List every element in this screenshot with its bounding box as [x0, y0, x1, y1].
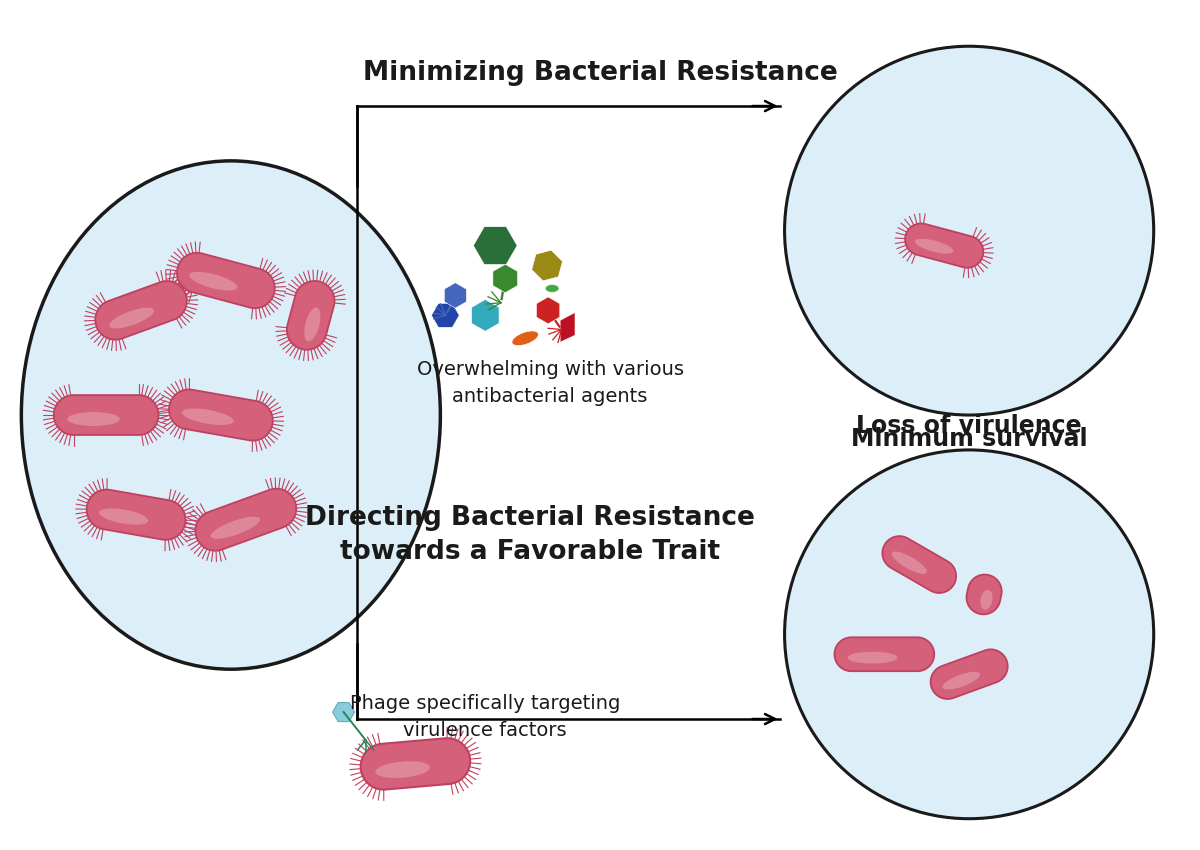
Polygon shape — [834, 638, 935, 672]
Ellipse shape — [67, 412, 120, 426]
Ellipse shape — [98, 508, 148, 524]
Polygon shape — [54, 395, 158, 435]
Polygon shape — [905, 224, 983, 268]
Polygon shape — [287, 281, 335, 349]
Ellipse shape — [942, 672, 980, 689]
Ellipse shape — [376, 762, 430, 778]
Polygon shape — [536, 297, 559, 324]
Ellipse shape — [545, 285, 559, 292]
Ellipse shape — [211, 517, 260, 539]
Text: Minimizing Bacterial Resistance: Minimizing Bacterial Resistance — [362, 60, 838, 86]
Polygon shape — [444, 283, 467, 309]
Ellipse shape — [109, 308, 154, 328]
Text: Phage specifically targeting
virulence factors: Phage specifically targeting virulence f… — [350, 694, 620, 740]
Polygon shape — [472, 299, 499, 332]
Polygon shape — [532, 250, 563, 281]
Polygon shape — [169, 389, 272, 440]
Ellipse shape — [512, 331, 539, 346]
Circle shape — [785, 450, 1153, 819]
Text: Directing Bacterial Resistance
towards a Favorable Trait: Directing Bacterial Resistance towards a… — [305, 505, 755, 564]
Ellipse shape — [305, 308, 320, 342]
Ellipse shape — [182, 409, 234, 425]
Polygon shape — [560, 312, 575, 343]
Ellipse shape — [914, 239, 954, 253]
Polygon shape — [86, 490, 186, 540]
Text: Loss of virulence: Loss of virulence — [857, 414, 1082, 438]
Text: Overwhelming with various
antibacterial agents: Overwhelming with various antibacterial … — [416, 360, 684, 405]
Polygon shape — [473, 227, 517, 264]
Ellipse shape — [22, 161, 440, 669]
Ellipse shape — [980, 590, 992, 609]
Circle shape — [785, 46, 1153, 415]
Ellipse shape — [892, 552, 926, 574]
Polygon shape — [332, 703, 354, 722]
Polygon shape — [931, 649, 1008, 699]
Polygon shape — [95, 281, 187, 340]
Ellipse shape — [847, 652, 898, 664]
Ellipse shape — [190, 272, 238, 291]
Polygon shape — [882, 536, 956, 593]
Text: Minimum survival: Minimum survival — [851, 427, 1087, 451]
Polygon shape — [361, 738, 470, 790]
Polygon shape — [196, 489, 296, 551]
Polygon shape — [178, 252, 275, 309]
Polygon shape — [431, 303, 460, 327]
Polygon shape — [493, 264, 517, 292]
Polygon shape — [966, 575, 1002, 615]
